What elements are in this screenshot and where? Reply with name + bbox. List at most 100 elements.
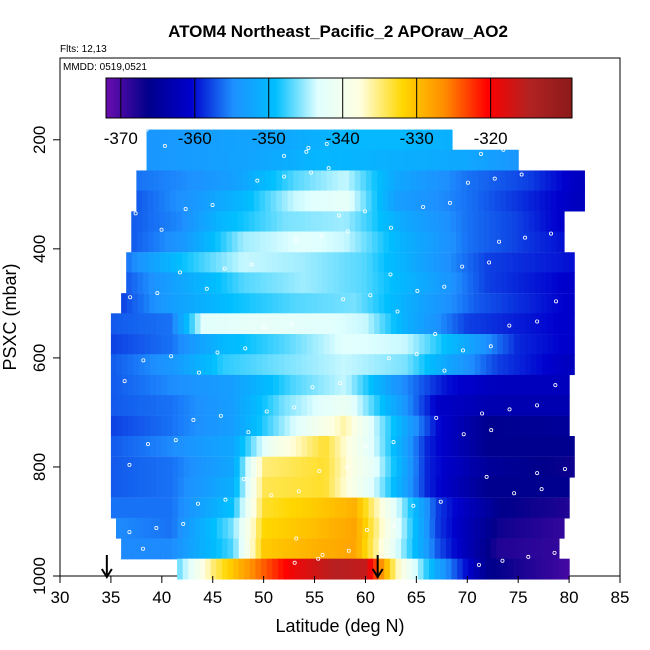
heatmap-cell — [250, 456, 258, 478]
heatmap-cell — [547, 436, 554, 457]
sample-marker — [507, 323, 512, 328]
sample-markers — [122, 127, 567, 567]
heatmap-cell — [261, 538, 268, 560]
heatmap-cell — [467, 252, 474, 274]
heatmap-cell — [320, 129, 327, 151]
sample-marker — [512, 491, 517, 496]
sample-marker — [346, 548, 351, 553]
heatmap-cell — [289, 293, 296, 314]
heatmap-cell — [154, 272, 161, 294]
heatmap-cell — [434, 538, 441, 560]
heatmap-cell — [200, 476, 207, 498]
sample-marker — [415, 288, 420, 293]
heatmap-cell — [534, 211, 541, 233]
heatmap-cell — [253, 170, 261, 192]
heatmap-cell — [138, 374, 146, 396]
heatmap-cell — [398, 129, 405, 151]
heatmap-cell — [289, 538, 296, 560]
heatmap-cell — [164, 211, 172, 233]
heatmap-cell — [379, 415, 386, 437]
sample-marker — [391, 440, 396, 445]
heatmap-cell — [339, 293, 346, 314]
heatmap-cell — [405, 231, 412, 253]
heatmap-cell — [206, 354, 213, 376]
heatmap-cell — [494, 170, 501, 192]
heatmap-cell — [273, 436, 280, 457]
heatmap-cell — [435, 415, 442, 437]
heatmap-cell — [357, 313, 364, 335]
heatmap-cell — [255, 538, 262, 560]
heatmap-cell — [222, 313, 230, 335]
sample-marker — [442, 284, 447, 289]
heatmap-cell — [171, 538, 178, 560]
heatmap-cell — [295, 395, 302, 416]
heatmap-cell — [178, 313, 185, 335]
heatmap-cell — [232, 272, 239, 294]
heatmap-cell — [200, 354, 207, 376]
sample-marker — [497, 239, 502, 244]
heatmap-cell — [385, 313, 392, 335]
heatmap-cell — [260, 272, 267, 294]
heatmap-cell — [421, 170, 429, 192]
heatmap-cell — [426, 129, 433, 151]
sample-marker — [289, 321, 294, 326]
heatmap-cell — [188, 558, 195, 580]
heatmap-cell — [461, 190, 468, 212]
heatmap-cell — [277, 272, 284, 294]
heatmap-cell — [206, 456, 213, 478]
sample-marker — [535, 471, 540, 476]
heatmap-cell — [177, 517, 184, 539]
heatmap-cell — [310, 211, 317, 233]
heatmap-cell — [357, 415, 364, 437]
heatmap-cell — [351, 374, 358, 396]
heatmap-cell — [234, 374, 241, 396]
heatmap-cell — [479, 293, 486, 314]
heatmap-cell — [463, 395, 470, 416]
heatmap-cell — [317, 558, 324, 580]
heatmap-cell — [390, 354, 398, 376]
heatmap-cell — [456, 272, 463, 294]
heatmap-cell — [169, 170, 177, 192]
heatmap-cell — [143, 538, 150, 560]
heatmap-cell — [510, 149, 517, 171]
heatmap-cell — [193, 252, 200, 274]
heatmap-cell — [210, 272, 217, 294]
sample-marker — [391, 523, 396, 528]
heatmap-cell — [228, 517, 235, 539]
heatmap-cell — [180, 149, 187, 171]
heatmap-cell — [402, 497, 409, 519]
heatmap-cell — [362, 476, 370, 498]
heatmap-cell — [469, 374, 476, 396]
heatmap-cell — [400, 231, 407, 253]
heatmap-cell — [396, 374, 403, 396]
heatmap-cell — [188, 538, 195, 560]
heatmap-cell — [116, 334, 123, 355]
heatmap-cell — [500, 211, 508, 233]
heatmap-cell — [127, 374, 134, 396]
y-tick-label: 1000 — [30, 557, 49, 595]
heatmap-cell — [182, 293, 189, 314]
heatmap-cell — [178, 476, 185, 498]
heatmap-cell — [519, 476, 526, 498]
heatmap-cell — [373, 538, 380, 560]
heatmap-cell — [407, 436, 414, 457]
heatmap-cell — [564, 395, 570, 416]
heatmap-cell — [238, 538, 245, 560]
heatmap-layer — [110, 497, 570, 519]
heatmap-cell — [332, 170, 339, 192]
heatmap-cell — [514, 497, 521, 519]
heatmap-cell — [142, 211, 149, 233]
heatmap-cell — [430, 313, 437, 335]
heatmap-cell — [227, 293, 234, 314]
heatmap-cell — [389, 538, 397, 560]
heatmap-cell — [220, 231, 228, 253]
sample-marker — [255, 178, 260, 183]
heatmap-cell — [166, 395, 174, 416]
heatmap-cell — [323, 354, 330, 376]
heatmap-cell — [133, 415, 140, 437]
heatmap-cell — [385, 456, 392, 478]
heatmap-cell — [181, 190, 188, 212]
heatmap-cell — [116, 436, 123, 457]
heatmap-cell — [485, 558, 492, 580]
heatmap-cell — [570, 354, 575, 376]
